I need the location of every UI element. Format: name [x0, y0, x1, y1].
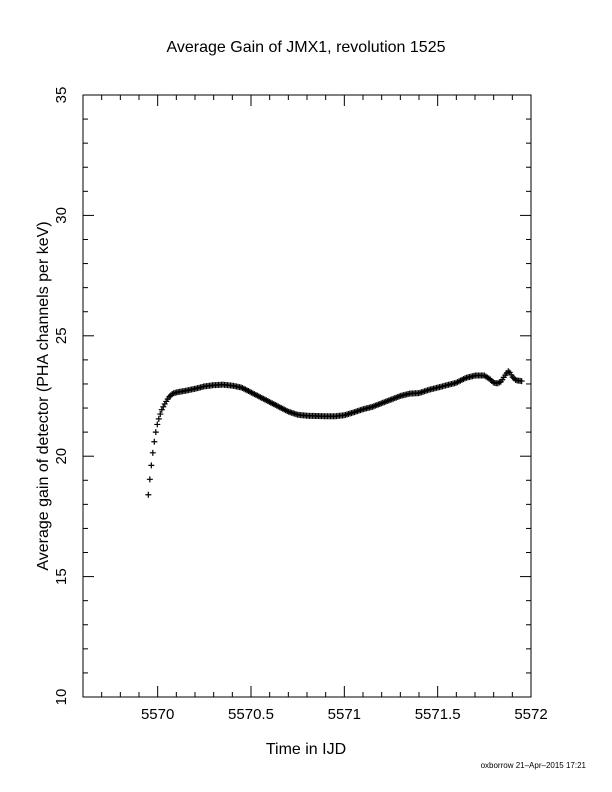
x-tick-label: 5571	[328, 706, 361, 723]
x-axis-tick-labels: 5570 5570.5 5571 5571.5 5572	[141, 706, 548, 723]
plot-frame	[82, 94, 532, 698]
data-point	[152, 429, 159, 436]
y-tick-label: 25	[53, 327, 70, 344]
data-point	[155, 415, 162, 422]
x-axis-ticks	[82, 95, 532, 697]
footer-credit: oxborrow 21–Apr–2015 17:21	[481, 761, 587, 770]
x-axis-label: Time in IJD	[266, 741, 346, 758]
data-point	[151, 438, 158, 445]
data-point	[160, 403, 167, 410]
data-point	[157, 411, 164, 418]
data-point	[149, 449, 156, 456]
x-tick-label: 5570.5	[228, 706, 274, 723]
data-point	[496, 379, 503, 386]
y-tick-label: 15	[53, 568, 70, 585]
data-point	[146, 476, 153, 483]
data-point	[158, 406, 165, 413]
x-tick-label: 5571.5	[415, 706, 461, 723]
chart-title: Average Gain of JMX1, revolution 1525	[167, 39, 446, 56]
data-point	[518, 378, 525, 385]
y-axis-label: Average gain of detector (PHA channels p…	[35, 221, 52, 570]
data-point	[148, 462, 155, 469]
data-point	[145, 491, 152, 498]
y-axis-tick-labels: 10 15 20 25 30 35	[53, 87, 70, 706]
y-tick-label: 35	[53, 87, 70, 104]
x-tick-label: 5570	[141, 706, 174, 723]
x-tick-label: 5572	[514, 706, 547, 723]
y-tick-label: 10	[53, 689, 70, 706]
y-tick-label: 30	[53, 207, 70, 224]
data-series	[145, 368, 525, 498]
y-tick-label: 20	[53, 448, 70, 465]
data-point	[154, 421, 161, 428]
y-axis-ticks	[83, 94, 531, 698]
